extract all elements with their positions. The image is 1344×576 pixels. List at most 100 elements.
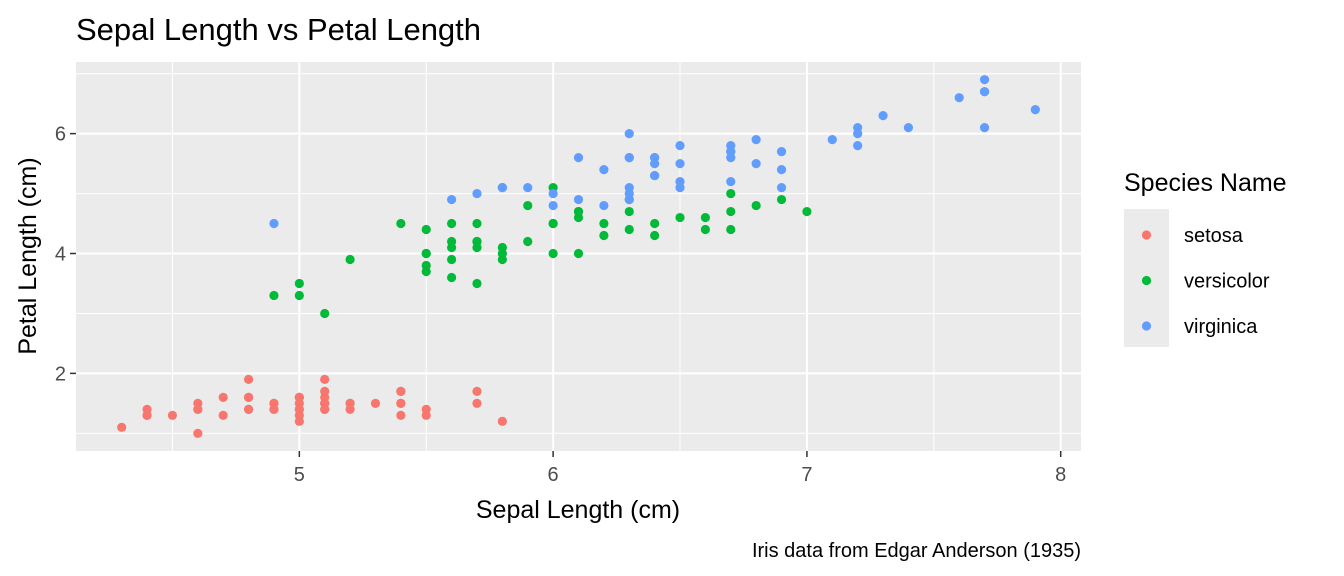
- data-point-virginica: [903, 123, 914, 133]
- data-point-versicolor: [573, 248, 584, 259]
- data-point-setosa: [345, 398, 355, 408]
- data-point-setosa: [472, 398, 482, 408]
- data-point-virginica: [979, 75, 990, 85]
- legend-key-setosa: [1141, 230, 1152, 240]
- data-point-versicolor: [345, 254, 355, 265]
- data-point-versicolor: [675, 212, 685, 223]
- data-point-setosa: [320, 392, 330, 402]
- data-point-virginica: [650, 158, 660, 169]
- data-point-versicolor: [294, 278, 304, 289]
- data-point-virginica: [548, 200, 558, 211]
- data-point-setosa: [396, 410, 406, 420]
- data-point-virginica: [853, 129, 863, 139]
- data-point-virginica: [675, 141, 685, 151]
- data-point-virginica: [675, 158, 685, 169]
- data-point-setosa: [193, 428, 203, 438]
- data-point-virginica: [624, 153, 634, 163]
- data-point-setosa: [320, 374, 330, 384]
- data-point-versicolor: [421, 266, 431, 277]
- data-point-versicolor: [421, 224, 431, 235]
- data-point-virginica: [447, 194, 457, 205]
- data-point-versicolor: [447, 272, 457, 283]
- data-point-virginica: [675, 176, 685, 187]
- data-point-virginica: [599, 200, 609, 211]
- data-point-virginica: [776, 182, 787, 193]
- chart-title: Sepal Length vs Petal Length: [76, 12, 481, 47]
- data-point-versicolor: [573, 212, 584, 223]
- legend-label-versicolor: versicolor: [1184, 271, 1270, 293]
- y-axis-title: Petal Length (cm): [14, 157, 42, 354]
- data-point-setosa: [243, 374, 254, 384]
- data-point-versicolor: [650, 230, 660, 241]
- data-point-setosa: [421, 410, 431, 420]
- chart-caption: Iris data from Edgar Anderson (1935): [752, 540, 1081, 562]
- data-point-setosa: [294, 392, 304, 402]
- data-point-virginica: [599, 164, 609, 175]
- data-point-setosa: [167, 410, 178, 420]
- legend-title: Species Name: [1124, 169, 1287, 197]
- data-point-versicolor: [497, 248, 507, 259]
- data-point-virginica: [979, 123, 990, 133]
- data-point-virginica: [751, 158, 761, 169]
- legend-key-virginica: [1141, 321, 1152, 331]
- data-point-setosa: [218, 410, 228, 420]
- x-tick-label: 8: [1055, 464, 1066, 486]
- data-point-setosa: [117, 422, 127, 432]
- y-axis-ticks: 2 4 6: [55, 124, 76, 385]
- data-point-versicolor: [523, 200, 533, 211]
- data-point-versicolor: [294, 290, 304, 301]
- data-point-versicolor: [523, 236, 533, 247]
- data-point-versicolor: [421, 248, 431, 259]
- data-point-versicolor: [776, 194, 787, 205]
- data-point-versicolor: [726, 188, 736, 199]
- data-point-versicolor: [726, 224, 736, 235]
- data-point-versicolor: [447, 218, 457, 229]
- x-tick-label: 6: [548, 464, 559, 486]
- legend-label-setosa: setosa: [1184, 225, 1244, 247]
- data-point-virginica: [573, 194, 584, 205]
- data-point-setosa: [497, 416, 507, 426]
- data-point-versicolor: [472, 218, 482, 229]
- data-point-virginica: [827, 135, 837, 145]
- data-point-versicolor: [726, 206, 736, 217]
- data-point-versicolor: [396, 218, 406, 229]
- data-point-versicolor: [700, 224, 710, 235]
- legend-label-virginica: virginica: [1184, 316, 1258, 338]
- y-tick-label: 6: [55, 124, 66, 146]
- data-point-setosa: [370, 398, 381, 408]
- data-point-virginica: [269, 218, 279, 229]
- data-point-versicolor: [599, 218, 609, 229]
- data-point-virginica: [523, 182, 533, 193]
- data-point-setosa: [396, 386, 406, 396]
- data-point-versicolor: [269, 290, 279, 301]
- y-tick-label: 2: [55, 363, 66, 385]
- y-tick-label: 4: [55, 244, 66, 266]
- data-point-setosa: [243, 404, 254, 414]
- data-point-versicolor: [751, 200, 761, 211]
- data-point-virginica: [497, 182, 507, 193]
- data-point-versicolor: [700, 212, 710, 223]
- data-point-virginica: [624, 129, 634, 139]
- legend: Species Name setosa versicolor virginica: [1124, 169, 1287, 347]
- data-point-setosa: [243, 392, 254, 402]
- data-point-virginica: [853, 141, 863, 151]
- data-points: [117, 75, 1040, 438]
- data-point-virginica: [726, 176, 736, 187]
- x-tick-label: 5: [294, 464, 305, 486]
- data-point-virginica: [726, 147, 736, 157]
- data-point-setosa: [193, 404, 203, 414]
- data-point-versicolor: [802, 206, 812, 217]
- data-point-virginica: [624, 188, 634, 199]
- data-point-virginica: [954, 93, 964, 103]
- data-point-virginica: [878, 111, 888, 121]
- data-point-virginica: [776, 164, 787, 175]
- data-point-virginica: [650, 170, 660, 181]
- x-axis-title: Sepal Length (cm): [476, 496, 680, 524]
- data-point-versicolor: [472, 278, 482, 289]
- data-point-setosa: [472, 386, 482, 396]
- data-point-setosa: [294, 404, 304, 414]
- data-point-virginica: [573, 153, 584, 163]
- x-tick-label: 7: [801, 464, 812, 486]
- data-point-setosa: [142, 410, 152, 420]
